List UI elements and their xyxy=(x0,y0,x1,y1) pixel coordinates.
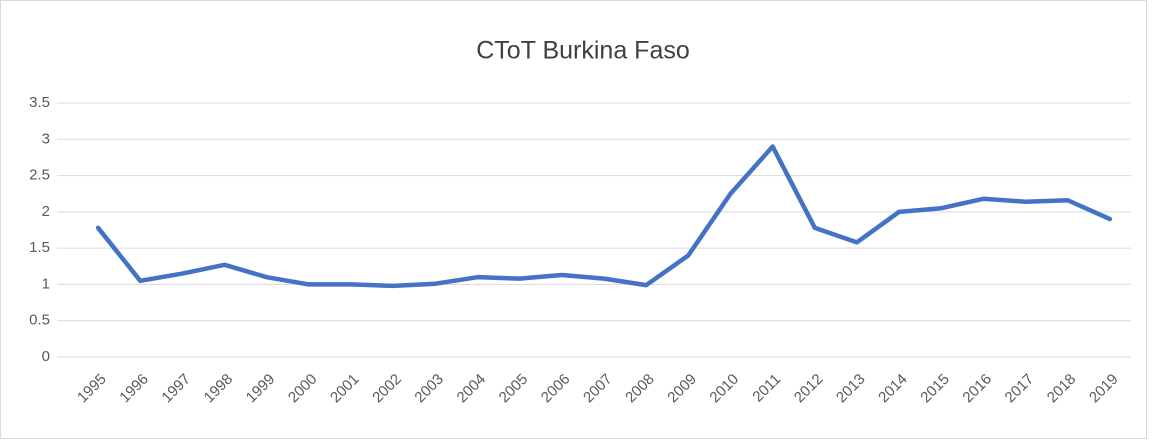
y-tick-label: 3.5 xyxy=(29,94,50,111)
y-tick-label: 0 xyxy=(42,348,50,365)
chart-title: CToT Burkina Faso xyxy=(476,37,690,65)
y-tick-label: 1.5 xyxy=(29,239,50,256)
y-tick-label: 0.5 xyxy=(29,312,50,329)
y-tick-label: 1 xyxy=(42,275,50,292)
y-tick-label: 2 xyxy=(42,203,50,220)
y-tick-label: 2.5 xyxy=(29,167,50,184)
y-tick-label: 3 xyxy=(42,130,50,147)
data-line xyxy=(95,144,1113,289)
